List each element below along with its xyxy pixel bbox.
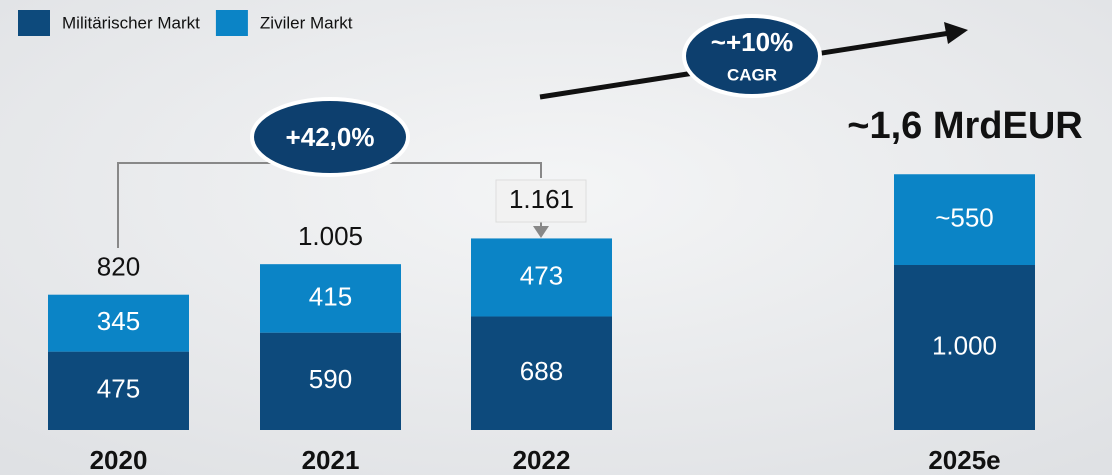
total-label: 820 xyxy=(97,252,140,282)
category-label: 2025e xyxy=(928,445,1000,475)
bar-segment xyxy=(471,316,612,430)
legend-label: Ziviler Markt xyxy=(260,13,353,32)
total-label: 1.005 xyxy=(298,221,363,251)
total-box xyxy=(495,179,587,223)
category-label: 2021 xyxy=(302,445,360,475)
growth-badge xyxy=(250,97,410,177)
total-label: 1.161 xyxy=(509,184,574,214)
category-label: 2022 xyxy=(513,445,571,475)
legend-swatch xyxy=(18,10,50,36)
segment-label: 590 xyxy=(309,364,352,394)
segment-label: 1.000 xyxy=(932,330,997,360)
growth-label: +42,0% xyxy=(286,122,375,152)
segment-label: ~550 xyxy=(935,203,994,233)
segment-label: 475 xyxy=(97,374,140,404)
cagr-badge xyxy=(682,14,822,98)
segment-label: 415 xyxy=(309,281,352,311)
bar-segment xyxy=(894,174,1035,265)
segment-label: 473 xyxy=(520,260,563,290)
bracket-arrowhead xyxy=(533,226,549,238)
legend-swatch xyxy=(215,10,248,36)
total-2025-note: ~1,6 MrdEUR xyxy=(847,105,1082,147)
segment-label: 688 xyxy=(520,356,563,386)
bar-segment xyxy=(260,264,401,333)
bar-segment xyxy=(260,332,401,430)
cagr-value: ~+10% xyxy=(711,27,793,57)
cagr-label: CAGR xyxy=(727,65,777,84)
bar-segment xyxy=(48,351,189,430)
segment-label: 345 xyxy=(97,306,140,336)
legend-label: Militärischer Markt xyxy=(62,13,200,32)
cagr-arrowhead xyxy=(944,22,968,44)
bar-segment xyxy=(471,238,612,317)
bar-segment xyxy=(894,265,1035,430)
bar-segment xyxy=(48,294,189,352)
category-label: 2020 xyxy=(90,445,148,475)
